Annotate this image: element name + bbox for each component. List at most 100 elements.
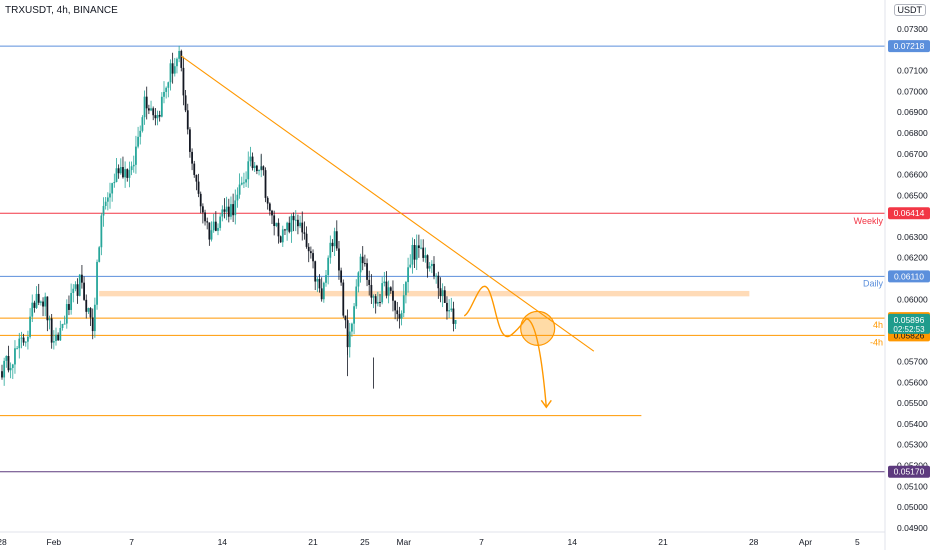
price-tick-label: 0.07000 [897, 86, 928, 96]
daily-level-label: Daily [863, 278, 884, 288]
candle-body [290, 215, 293, 232]
candle-body [428, 266, 431, 269]
candle-body [258, 169, 260, 172]
candle-body [333, 231, 336, 247]
candle-body [277, 222, 280, 237]
candle-body [435, 275, 438, 277]
candle-body [156, 114, 159, 119]
daily-price-tag: 0.06110 [894, 271, 924, 281]
candle-body [24, 341, 27, 343]
candle-body [76, 284, 79, 296]
candle-body [286, 222, 289, 231]
top-price-tag: 0.07218 [894, 41, 925, 51]
price-tick-label: 0.05400 [897, 419, 928, 429]
bottom-price-tag-bg [888, 465, 930, 478]
candle-body [145, 96, 148, 109]
candle-body [255, 165, 258, 172]
candle-body [363, 263, 366, 265]
candle-body [305, 233, 308, 247]
symbol-title: TRXUSDT, 4h, BINANCE [5, 5, 118, 16]
candle-body [413, 245, 416, 260]
candle-body [55, 334, 57, 342]
candle-body [78, 274, 81, 296]
candle-body [147, 108, 150, 111]
projection-arrowhead [540, 399, 552, 409]
candle-body [201, 206, 204, 213]
candle-body [322, 282, 325, 300]
price-tick-label: 0.06800 [897, 128, 928, 138]
candle-body [249, 156, 252, 162]
price-tick-label: 0.06500 [897, 190, 928, 200]
candle-body [59, 327, 62, 341]
candle-body [52, 341, 55, 343]
candle-body [163, 91, 165, 97]
candle-body [309, 251, 312, 254]
candle-body [407, 267, 409, 283]
candle-body [57, 334, 60, 341]
weekly-level-label: Weekly [854, 216, 884, 226]
price-tick-label: 0.05600 [897, 377, 928, 387]
h4-lower-level-label: -4h [870, 337, 883, 347]
current-price-tag-bg [888, 313, 930, 334]
candle-body [158, 114, 161, 117]
candle-body [355, 286, 358, 307]
price-tick-label: 0.05300 [897, 440, 928, 450]
candle-body [400, 313, 403, 319]
candle-body [383, 281, 386, 284]
candle-body [154, 115, 157, 119]
candle-body [91, 317, 94, 332]
h4-lower-price-tag: 0.05826 [894, 330, 925, 340]
candle-body [217, 227, 219, 231]
candle-body [243, 182, 245, 184]
candle-body [234, 200, 237, 216]
candle-body [405, 282, 407, 296]
price-tick-label: 0.05700 [897, 357, 928, 367]
price-tick-label: 0.07100 [897, 66, 928, 76]
candle-body [33, 302, 36, 308]
candle-body [338, 248, 340, 271]
candle-body [135, 146, 137, 165]
time-tick-label: 28 [0, 537, 7, 547]
candle-body [420, 247, 422, 249]
candle-body [206, 221, 209, 223]
price-tick-label: 0.04900 [897, 523, 928, 533]
candle-body [441, 290, 444, 297]
candle-body [299, 222, 301, 227]
candle-body [72, 288, 75, 294]
time-tick-label: 14 [568, 537, 578, 547]
candle-body [288, 222, 291, 232]
candle-body [104, 201, 107, 206]
countdown-label: 02:52:53 [893, 325, 925, 334]
candle-body [210, 230, 213, 240]
candle-body [251, 156, 254, 169]
candle-body [137, 136, 139, 147]
candle-body [279, 236, 282, 243]
current-price-tag: 0.05896 [894, 315, 925, 325]
candle-body [128, 170, 131, 178]
candle-body [372, 296, 375, 298]
candle-body [437, 275, 440, 289]
currency-button[interactable]: USDT [893, 4, 926, 16]
daily-price-tag-bg [888, 270, 930, 283]
candle-body [182, 67, 185, 96]
candle-body [44, 296, 47, 307]
candle-body [193, 163, 196, 175]
candle-body [126, 169, 129, 178]
candle-body [417, 245, 420, 248]
candle-body [238, 184, 241, 195]
time-tick-label: 7 [129, 537, 134, 547]
candle-body [454, 320, 457, 324]
bottom-price-tag: 0.05170 [894, 467, 925, 477]
candle-body [392, 290, 394, 301]
candle-body [7, 355, 10, 371]
candle-body [225, 206, 228, 212]
candle-body [394, 300, 397, 311]
candle-body [433, 263, 435, 277]
candle-body [160, 96, 163, 117]
candle-body [70, 293, 73, 310]
candle-body [204, 212, 206, 222]
candle-body [83, 282, 85, 300]
candle-body [111, 183, 114, 194]
candle-body [113, 181, 116, 184]
